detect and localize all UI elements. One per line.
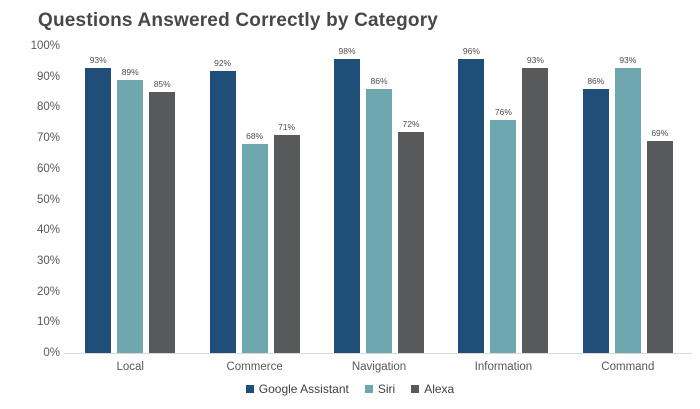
legend-swatch-icon — [411, 385, 420, 393]
chart-title: Questions Answered Correctly by Category — [38, 10, 439, 31]
value-label: 96% — [462, 46, 480, 56]
legend-item-google-assistant: Google Assistant — [245, 382, 349, 396]
y-axis-tick: 50% — [36, 193, 60, 206]
bar-alexa — [398, 131, 425, 353]
bar-siri — [614, 67, 641, 353]
barwrap: 93% — [614, 46, 641, 353]
y-axis: 0% 10% 20% 30% 40% 50% 60% 70% 80% 90% 100% — [0, 40, 60, 359]
barwrap: 72% — [398, 46, 425, 353]
bar-siri — [366, 88, 393, 353]
legend: Google Assistant Siri Alexa — [0, 382, 700, 396]
bar-group-navigation: 98% 86% 72% — [317, 46, 441, 353]
bar-google-assistant — [458, 59, 485, 353]
barwrap: 86% — [582, 46, 609, 353]
x-axis-tick: Command — [601, 361, 655, 373]
barwrap: 68% — [241, 46, 268, 353]
y-axis-tick: 80% — [36, 101, 60, 114]
y-axis-tick: 90% — [36, 70, 60, 83]
barwrap: 98% — [334, 46, 361, 353]
bar-google-assistant — [209, 70, 236, 353]
legend-item-alexa: Alexa — [411, 382, 454, 396]
barwrap: 93% — [85, 46, 112, 353]
value-label: 92% — [214, 57, 232, 68]
y-axis-tick: 0% — [43, 347, 60, 359]
barwrap: 86% — [366, 46, 393, 353]
barwrap: 71% — [273, 46, 300, 353]
barwrap: 93% — [522, 46, 549, 353]
x-axis-tick: Local — [116, 361, 144, 373]
value-label: 76% — [494, 106, 512, 117]
x-axis-tick: Navigation — [351, 361, 407, 373]
y-axis-tick: 70% — [36, 132, 60, 145]
value-label: 72% — [402, 118, 420, 129]
barwrap: 76% — [490, 46, 517, 353]
barwrap: 96% — [458, 46, 485, 353]
y-axis-tick: 100% — [30, 40, 60, 52]
bar-alexa — [646, 141, 673, 353]
legend-label: Siri — [377, 382, 396, 396]
barwrap: 89% — [117, 46, 144, 353]
y-axis-tick: 60% — [36, 162, 60, 175]
bar-group-command: 86% 93% 69% — [566, 46, 690, 353]
barwrap: 92% — [209, 46, 236, 353]
bar-alexa — [522, 67, 549, 353]
legend-swatch-icon — [364, 385, 373, 393]
x-axis: Local Commerce Navigation Information Comman… — [68, 361, 690, 373]
x-axis-baseline — [64, 353, 692, 354]
y-axis-tick: 40% — [36, 224, 60, 237]
y-axis-tick: 10% — [36, 316, 60, 329]
value-label: 98% — [338, 46, 356, 56]
legend-swatch-icon — [245, 385, 254, 393]
value-label: 85% — [153, 79, 171, 90]
bar-group-information: 96% 76% 93% — [441, 46, 565, 353]
legend-label: Google Assistant — [258, 382, 349, 396]
plot-area: 93% 89% 85% 92% 68% 71% 98% 86% 72% 96% 76% 93% 86% 9… — [68, 46, 690, 353]
bar-google-assistant — [85, 67, 112, 353]
value-label: 69% — [651, 128, 669, 139]
legend-label: Alexa — [424, 382, 455, 396]
value-label: 89% — [121, 66, 139, 77]
value-label: 68% — [246, 131, 264, 142]
legend-item-siri: Siri — [364, 382, 396, 396]
bar-google-assistant — [582, 88, 609, 353]
value-label: 86% — [370, 75, 388, 86]
value-label: 93% — [619, 54, 637, 65]
bar-alexa — [149, 92, 176, 353]
value-label: 86% — [587, 75, 605, 86]
x-axis-tick: Commerce — [226, 361, 283, 373]
value-label: 93% — [89, 54, 107, 65]
barwrap: 85% — [149, 46, 176, 353]
bar-group-local: 93% 89% 85% — [68, 46, 192, 353]
value-label: 71% — [278, 122, 296, 133]
bar-siri — [241, 144, 268, 353]
value-label: 93% — [526, 54, 544, 65]
bar-siri — [490, 119, 517, 353]
bar-group-commerce: 92% 68% 71% — [192, 46, 316, 353]
bar-siri — [117, 79, 144, 353]
barwrap: 69% — [646, 46, 673, 353]
y-axis-tick: 20% — [36, 285, 60, 298]
y-axis-tick: 30% — [36, 254, 60, 267]
bar-google-assistant — [334, 59, 361, 353]
bar-alexa — [273, 135, 300, 353]
x-axis-tick: Information — [474, 361, 533, 373]
